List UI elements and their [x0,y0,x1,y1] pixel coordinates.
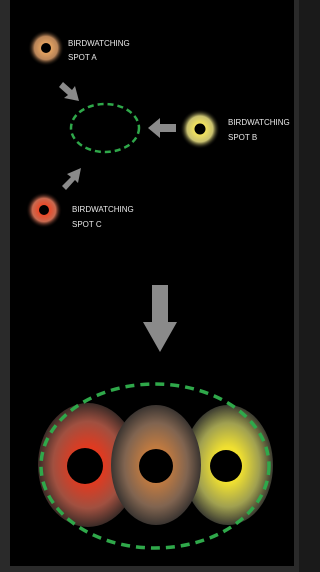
spot-c-label: BIRDWATCHING [72,205,134,214]
spot-a-label: SPOT A [68,53,97,62]
merged-hole [139,449,173,483]
merged-hole [210,450,242,482]
spot-b-label: SPOT B [228,133,257,142]
page: BIRDWATCHING SPOT A BIRDWATCHING SPOT B … [0,0,320,572]
spot-b-hole [195,124,206,135]
spot-a-hole [41,43,51,53]
spot-b-label: BIRDWATCHING [228,118,290,127]
diagram: BIRDWATCHING SPOT A BIRDWATCHING SPOT B … [0,0,299,572]
spot-a-label: BIRDWATCHING [68,39,130,48]
spot-c-label: SPOT C [72,220,102,229]
spot-c-hole [39,205,49,215]
merged-hole [67,448,103,484]
